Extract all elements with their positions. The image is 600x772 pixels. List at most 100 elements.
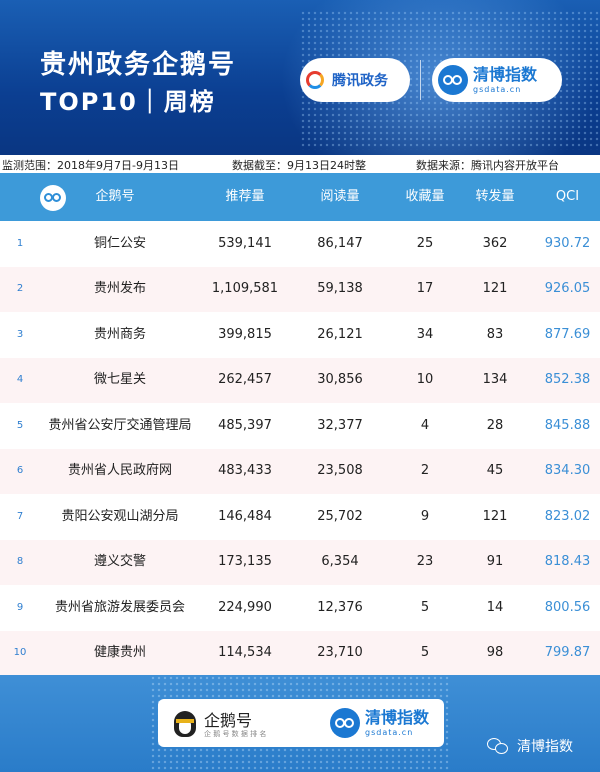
favorite-cell: 4 bbox=[420, 417, 430, 433]
qci-cell: 926.05 bbox=[544, 281, 591, 297]
qci-cell: 877.69 bbox=[544, 326, 591, 342]
qie-logo-subtext: 企 鹅 号 数 据 排 名 bbox=[204, 730, 267, 738]
rank-cell: 10 bbox=[13, 647, 27, 658]
favorite-cell: 2 bbox=[420, 463, 430, 479]
page-title: 贵州政务企鹅号 bbox=[40, 50, 237, 80]
table-row: 4 微七星关 262,457 30,856 10 134 852.38 bbox=[0, 357, 600, 403]
rank-cell: 6 bbox=[16, 465, 24, 476]
logo-divider bbox=[420, 60, 421, 100]
name-cell: 健康贵州 bbox=[93, 645, 146, 661]
rank-cell: 2 bbox=[16, 283, 24, 294]
name-cell: 贵州省旅游发展委员会 bbox=[54, 599, 185, 615]
footer-logo-card: 企鹅号 企 鹅 号 数 据 排 名 清博指数 gsdata.cn bbox=[158, 699, 444, 747]
recommend-cell: 146,484 bbox=[218, 508, 272, 524]
rank-cell: 8 bbox=[16, 556, 24, 567]
footer-qingbo-logo: 清博指数 gsdata.cn bbox=[330, 708, 429, 738]
name-cell: 遵义交警 bbox=[93, 554, 146, 570]
page-subtitle: TOP10｜周榜 bbox=[40, 88, 216, 116]
table-row: 7 贵阳公安观山湖分局 146,484 25,702 9 121 823.02 bbox=[0, 494, 600, 540]
footer-qingbo-domain: gsdata.cn bbox=[365, 727, 414, 737]
name-cell: 贵州省人民政府网 bbox=[67, 463, 172, 479]
footer-qingbo-text: 清博指数 bbox=[365, 707, 430, 727]
qci-cell: 823.02 bbox=[544, 508, 591, 524]
qci-cell: 799.87 bbox=[544, 645, 591, 661]
col-header-favorite: 收藏量 bbox=[405, 189, 445, 204]
forward-cell: 121 bbox=[482, 508, 508, 524]
footer-banner: 企鹅号 企 鹅 号 数 据 排 名 清博指数 gsdata.cn 清博指数 bbox=[0, 675, 600, 772]
name-cell: 贵州商务 bbox=[93, 326, 146, 342]
table-row: 1 铜仁公安 539,141 86,147 25 362 930.72 bbox=[0, 221, 600, 267]
qingbo-logo-icon bbox=[438, 65, 468, 95]
table-row: 6 贵州省人民政府网 483,433 23,508 2 45 834.30 bbox=[0, 448, 600, 494]
favorite-cell: 34 bbox=[416, 326, 434, 342]
read-cell: 86,147 bbox=[317, 235, 363, 251]
qci-cell: 845.88 bbox=[544, 417, 591, 433]
forward-cell: 121 bbox=[482, 281, 508, 297]
rank-cell: 4 bbox=[16, 374, 24, 385]
rank-cell: 3 bbox=[16, 328, 24, 340]
header-banner: 贵州政务企鹅号 TOP10｜周榜 腾讯政务 清博指数 gsdata.cn bbox=[0, 0, 600, 155]
col-header-recommend: 推荐量 bbox=[225, 189, 265, 204]
favorite-cell: 17 bbox=[416, 281, 434, 297]
forward-cell: 362 bbox=[482, 235, 508, 251]
wechat-account-name: 清博指数 bbox=[517, 739, 573, 755]
qci-cell: 930.72 bbox=[544, 235, 591, 251]
rank-cell: 1 bbox=[16, 237, 24, 249]
col-header-forward: 转发量 bbox=[475, 189, 515, 204]
read-cell: 30,856 bbox=[317, 372, 363, 388]
recommend-cell: 262,457 bbox=[218, 372, 272, 388]
favorite-cell: 10 bbox=[416, 372, 434, 388]
read-cell: 59,138 bbox=[317, 281, 363, 297]
table-row: 2 贵州发布 1,109,581 59,138 17 121 926.05 bbox=[0, 266, 600, 312]
qingbo-logo-text: 清博指数 bbox=[473, 64, 538, 84]
read-cell: 32,377 bbox=[317, 417, 363, 433]
favorite-cell: 5 bbox=[420, 599, 430, 615]
recommend-cell: 399,815 bbox=[218, 326, 272, 342]
table-row: 10 健康贵州 114,534 23,710 5 98 799.87 bbox=[0, 630, 600, 676]
wechat-account-tag: 清博指数 bbox=[487, 736, 573, 756]
penguin-icon bbox=[174, 707, 196, 737]
table-row: 3 贵州商务 399,815 26,121 34 83 877.69 bbox=[0, 312, 600, 358]
col-header-account: 企鹅号 bbox=[95, 189, 135, 204]
recommend-cell: 114,534 bbox=[218, 645, 272, 661]
qingbo-logo-domain: gsdata.cn bbox=[473, 84, 522, 94]
forward-cell: 45 bbox=[486, 463, 504, 479]
data-source: 数据来源：腾讯内容开放平台 bbox=[416, 159, 559, 172]
read-cell: 23,508 bbox=[317, 463, 363, 479]
name-cell: 微七星关 bbox=[93, 372, 146, 388]
recommend-cell: 1,109,581 bbox=[211, 281, 279, 297]
recommend-cell: 485,397 bbox=[218, 417, 272, 433]
forward-cell: 134 bbox=[482, 372, 508, 388]
name-cell: 铜仁公安 bbox=[93, 235, 146, 251]
qie-logo-text: 企鹅号 bbox=[204, 711, 253, 730]
table-header: 企鹅号 推荐量 阅读量 收藏量 转发量 QCI bbox=[0, 173, 600, 221]
recommend-cell: 173,135 bbox=[218, 554, 272, 570]
table-row: 9 贵州省旅游发展委员会 224,990 12,376 5 14 800.56 bbox=[0, 585, 600, 631]
rank-cell: 9 bbox=[16, 601, 24, 613]
recommend-cell: 539,141 bbox=[218, 235, 272, 251]
name-cell: 贵州省公安厅交通管理局 bbox=[48, 417, 192, 433]
read-cell: 6,354 bbox=[321, 554, 359, 570]
qci-cell: 834.30 bbox=[544, 463, 591, 479]
read-cell: 26,121 bbox=[317, 326, 363, 342]
rank-cell: 7 bbox=[16, 510, 24, 522]
read-cell: 23,710 bbox=[317, 645, 363, 661]
wechat-icon bbox=[487, 738, 509, 754]
name-cell: 贵阳公安观山湖分局 bbox=[61, 508, 179, 524]
monitor-range: 监测范围：2018年9月7日-9月13日 bbox=[2, 159, 179, 172]
data-cutoff: 数据截至：9月13日24时整 bbox=[232, 159, 366, 172]
name-cell: 贵州发布 bbox=[93, 281, 146, 297]
favorite-cell: 5 bbox=[420, 645, 430, 661]
tencent-gov-logo: 腾讯政务 bbox=[300, 58, 410, 102]
recommend-cell: 224,990 bbox=[218, 599, 272, 615]
forward-cell: 98 bbox=[486, 645, 504, 661]
favorite-cell: 25 bbox=[416, 235, 434, 251]
forward-cell: 91 bbox=[486, 554, 504, 570]
forward-cell: 83 bbox=[486, 326, 504, 342]
table-row: 8 遵义交警 173,135 6,354 23 91 818.43 bbox=[0, 539, 600, 585]
qci-cell: 852.38 bbox=[544, 372, 591, 388]
col-header-read: 阅读量 bbox=[320, 189, 360, 204]
info-bar: 监测范围：2018年9月7日-9月13日 数据截至：9月13日24时整 数据来源… bbox=[0, 155, 600, 173]
favorite-cell: 9 bbox=[420, 508, 430, 524]
qingbo-logo-icon bbox=[330, 708, 360, 738]
